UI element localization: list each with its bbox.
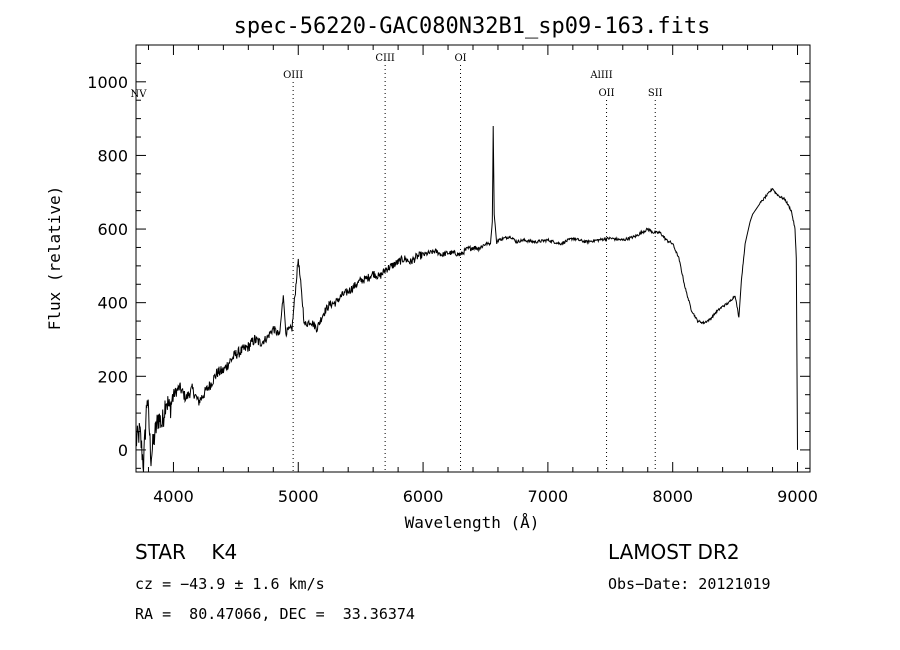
- spectrum-line: [135, 125, 798, 473]
- y-tick-label: 400: [97, 294, 128, 313]
- x-tick-label: 4000: [153, 487, 194, 506]
- x-tick-label: 9000: [777, 487, 818, 506]
- axis-ticks: 4000 5000 6000 7000 8000 9000 0 200 400 600 800 100…: [87, 44, 818, 506]
- line-label: OII: [598, 88, 614, 99]
- x-tick-label: 8000: [652, 487, 693, 506]
- plot-frame: [135, 44, 811, 473]
- survey-label: LAMOST DR2: [608, 540, 740, 564]
- class-label: STAR: [135, 540, 186, 564]
- y-tick-label: 200: [97, 367, 128, 386]
- line-label: OIII: [283, 70, 303, 81]
- y-tick-label: 800: [97, 146, 128, 165]
- subclass-label: K4: [211, 540, 238, 564]
- redshift-label: cz = −43.9 ± 1.6 km/s: [135, 575, 325, 593]
- line-label: OI: [454, 53, 466, 64]
- x-tick-label: 6000: [403, 487, 444, 506]
- x-tick-label: 7000: [528, 487, 569, 506]
- y-axis-label: Flux (relative): [45, 186, 64, 331]
- coordinates-label: RA = 80.47066, DEC = 33.36374: [135, 605, 415, 623]
- line-label: CIII: [375, 53, 395, 64]
- line-label: SII: [648, 88, 663, 99]
- y-tick-label: 1000: [87, 73, 128, 92]
- line-label: NV: [131, 89, 148, 100]
- x-axis-label: Wavelength (Å): [405, 513, 540, 532]
- y-tick-label: 600: [97, 220, 128, 239]
- x-tick-label: 5000: [278, 487, 319, 506]
- chart-title: spec-56220-GAC080N32B1_sp09-163.fits: [234, 14, 711, 39]
- object-class: STAR K4: [135, 540, 237, 564]
- obs-date-label: Obs−Date: 20121019: [608, 575, 771, 593]
- line-label: AlIII: [589, 70, 612, 81]
- y-tick-label: 0: [118, 441, 128, 460]
- spectral-line-markers: NV OIII CIII OI AlIII OII SII: [131, 53, 663, 472]
